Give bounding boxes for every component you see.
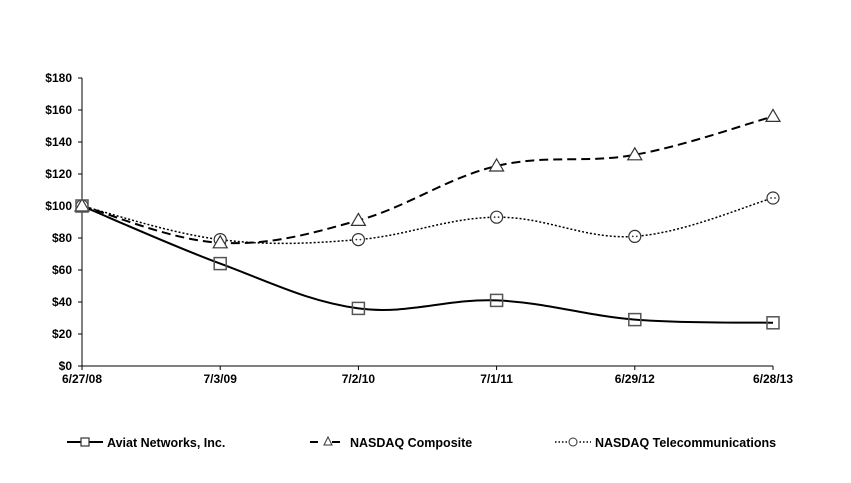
legend-item: Aviat Networks, Inc. — [67, 436, 225, 450]
legend-triangle-icon — [323, 435, 333, 446]
y-tick-label: $100 — [45, 199, 72, 213]
legend-item: NASDAQ Composite — [310, 435, 472, 450]
circle-marker-dot — [497, 216, 500, 219]
x-tick-label: 7/2/10 — [342, 372, 376, 386]
data-point-triangle — [626, 146, 643, 161]
data-point-triangle — [488, 157, 505, 172]
data-point-circle — [766, 191, 780, 205]
data-point-square — [351, 301, 366, 316]
data-point-square — [628, 312, 642, 327]
data-point-square — [766, 316, 780, 330]
legend-label: NASDAQ Telecommunications — [595, 436, 776, 450]
legend-item: NASDAQ Telecommunications — [555, 436, 776, 450]
y-axis-labels: $0 $20 $40 $60 $80 $100 $120 $140 $160 $180 — [45, 71, 72, 373]
legend-circle-icon — [568, 437, 578, 447]
x-axis-labels: 6/27/08 7/3/09 7/2/10 7/1/11 6/29/12 6/28/13 — [62, 372, 793, 386]
data-point-circle — [628, 229, 642, 243]
series-line-triangle — [81, 115, 774, 245]
legend: Aviat Networks, Inc. NASDAQ Composite NASD… — [67, 435, 776, 450]
data-point-circle — [351, 233, 365, 247]
data-point-square — [489, 293, 504, 308]
y-tick-label: $120 — [45, 167, 72, 181]
data-point-triangle — [350, 212, 367, 226]
circle-marker-ring — [490, 210, 504, 224]
y-tick-label: $60 — [52, 263, 72, 277]
x-tick-label: 6/27/08 — [62, 372, 102, 386]
data-point-triangle — [73, 197, 91, 212]
circle-marker-dot — [493, 216, 496, 219]
circle-marker-dot — [355, 238, 358, 241]
y-tick-label: $0 — [59, 359, 73, 373]
axes — [78, 77, 774, 370]
series-line-square — [81, 205, 774, 324]
legend-square-icon — [80, 437, 90, 447]
circle-marker-dot — [770, 197, 772, 199]
circle-marker-dot — [631, 235, 634, 238]
series-line-circle — [81, 197, 774, 245]
circle-marker-ring — [766, 191, 780, 205]
y-tick-label: $160 — [45, 103, 72, 117]
y-tick-label: $40 — [52, 295, 72, 309]
y-tick-label: $180 — [45, 71, 72, 85]
data-point-circle — [490, 210, 504, 224]
x-tick-label: 7/3/09 — [204, 372, 238, 386]
x-tick-label: 7/1/11 — [480, 372, 513, 386]
series-lines — [81, 115, 774, 324]
y-tick-label: $80 — [52, 231, 72, 245]
legend-label: NASDAQ Composite — [350, 436, 472, 450]
circle-marker-ring — [351, 233, 365, 247]
data-point-triangle — [764, 108, 782, 122]
data-point-square — [75, 199, 89, 213]
legend-label: Aviat Networks, Inc. — [107, 436, 225, 450]
circle-marker-dot — [635, 235, 638, 238]
y-tick-label: $20 — [52, 327, 72, 341]
x-tick-label: 6/29/12 — [615, 372, 655, 386]
circle-marker-ring — [628, 229, 642, 243]
data-point-triangle — [212, 234, 229, 249]
series-markers — [73, 108, 782, 330]
y-tick-label: $140 — [45, 135, 72, 149]
circle-marker-dot — [359, 238, 362, 241]
circle-marker-dot — [774, 197, 776, 199]
data-point-square — [213, 256, 227, 271]
x-tick-label: 6/28/13 — [753, 372, 793, 386]
